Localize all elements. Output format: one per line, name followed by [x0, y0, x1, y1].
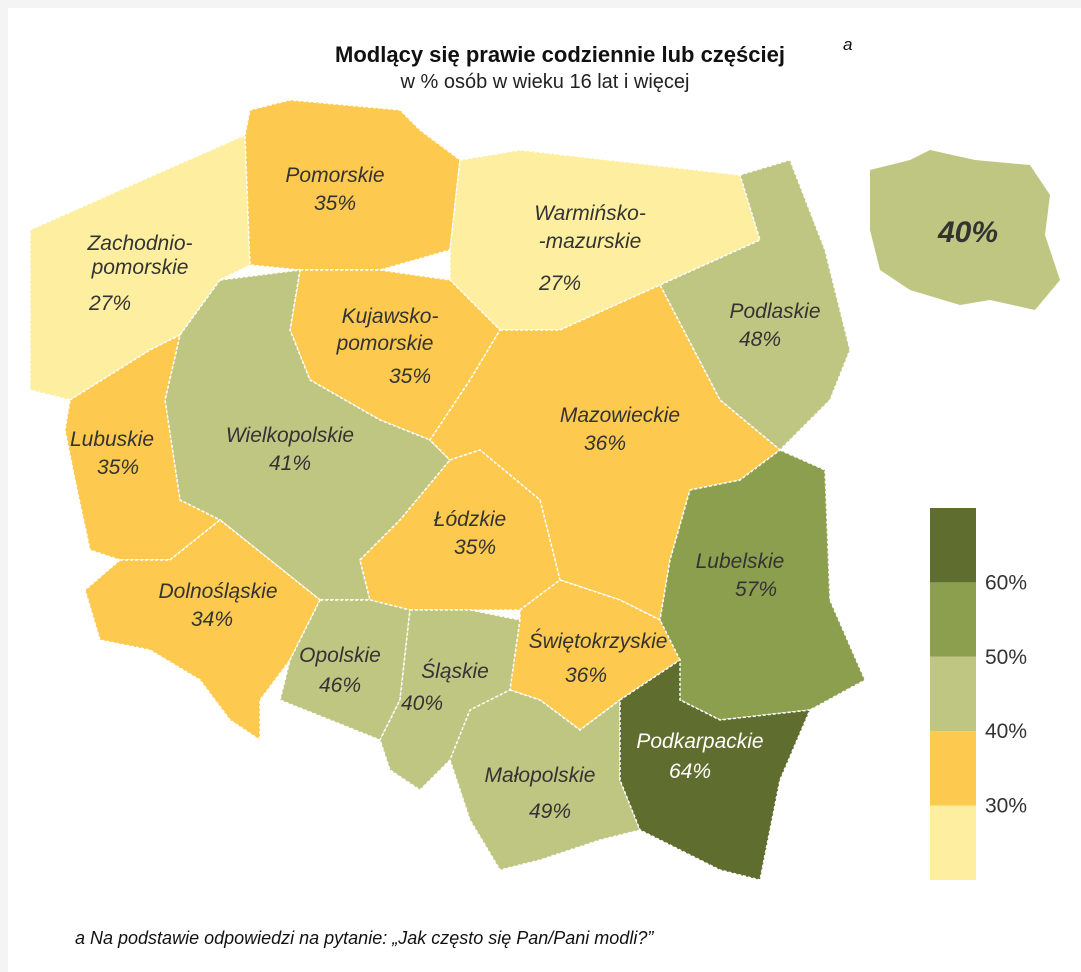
region-name: Wielkopolskie: [226, 424, 354, 447]
region-value: 35%: [97, 456, 139, 479]
region-value: 64%: [669, 760, 711, 783]
region-value: 27%: [88, 292, 131, 315]
national-map: [870, 150, 1060, 310]
region-name: Śląskie: [421, 659, 489, 683]
region-name: Podkarpackie: [636, 730, 763, 753]
legend-swatch: [930, 582, 976, 657]
region-name: Zachodnio-: [86, 232, 192, 255]
legend-swatch: [930, 731, 976, 806]
region-name: Dolnośląskie: [158, 580, 277, 603]
national-value: 40%: [937, 216, 998, 249]
region-name: Mazowieckie: [560, 404, 680, 427]
legend-label: 50%: [985, 646, 1027, 669]
region-name: Świętokrzyskie: [529, 629, 668, 653]
legend-swatch: [930, 805, 976, 880]
region-labels: Zachodnio-pomorskie 27% Pomorskie 35% Warm…: [70, 164, 998, 823]
region-name: Podlaskie: [729, 300, 820, 323]
region-value: 27%: [538, 272, 581, 295]
region: [449, 149, 761, 331]
legend-label: 30%: [985, 795, 1027, 818]
region-value: 49%: [529, 800, 571, 823]
region-value: 40%: [401, 692, 443, 715]
region-name: Pomorskie: [285, 164, 384, 187]
legend-swatch: [930, 508, 976, 583]
region-value: 35%: [314, 192, 356, 215]
region-name: Opolskie: [299, 644, 381, 667]
region-value: 48%: [739, 328, 781, 351]
region-name: pomorskie: [336, 332, 434, 355]
region-name: Lubelskie: [696, 550, 785, 573]
region-value: 57%: [735, 578, 777, 601]
title-note: a: [843, 35, 852, 54]
region-name: -mazurskie: [539, 230, 642, 253]
region: [509, 579, 681, 731]
legend-label: 40%: [985, 720, 1027, 743]
region-value: 46%: [319, 674, 361, 697]
footnote: a Na podstawie odpowiedzi na pytanie: „J…: [75, 928, 654, 948]
region-value: 36%: [565, 664, 607, 687]
region-name: Małopolskie: [485, 764, 596, 787]
subtitle: w % osób w wieku 16 lat i więcej: [399, 71, 689, 93]
region-value: 36%: [584, 432, 626, 455]
region-name: Warmińsko-: [534, 202, 646, 225]
region-name: pomorskie: [91, 256, 189, 279]
legend-swatch: [930, 656, 976, 732]
title: Modlący się prawie codziennie lub części…: [335, 42, 785, 67]
region-value: 41%: [269, 452, 311, 475]
region-value: 34%: [191, 608, 233, 631]
region: [658, 159, 851, 452]
region: [619, 658, 812, 881]
region-name: Lubuskie: [70, 428, 154, 451]
map: [29, 99, 1060, 881]
region-value: 35%: [389, 365, 431, 388]
region-value: 35%: [454, 536, 496, 559]
legend: 60% 50% 40% 30%: [930, 508, 1027, 880]
region-name: Kujawsko-: [342, 305, 439, 328]
region: [449, 689, 642, 871]
region: [84, 519, 321, 742]
region-name: Łódzkie: [434, 508, 506, 531]
legend-label: 60%: [985, 571, 1027, 594]
